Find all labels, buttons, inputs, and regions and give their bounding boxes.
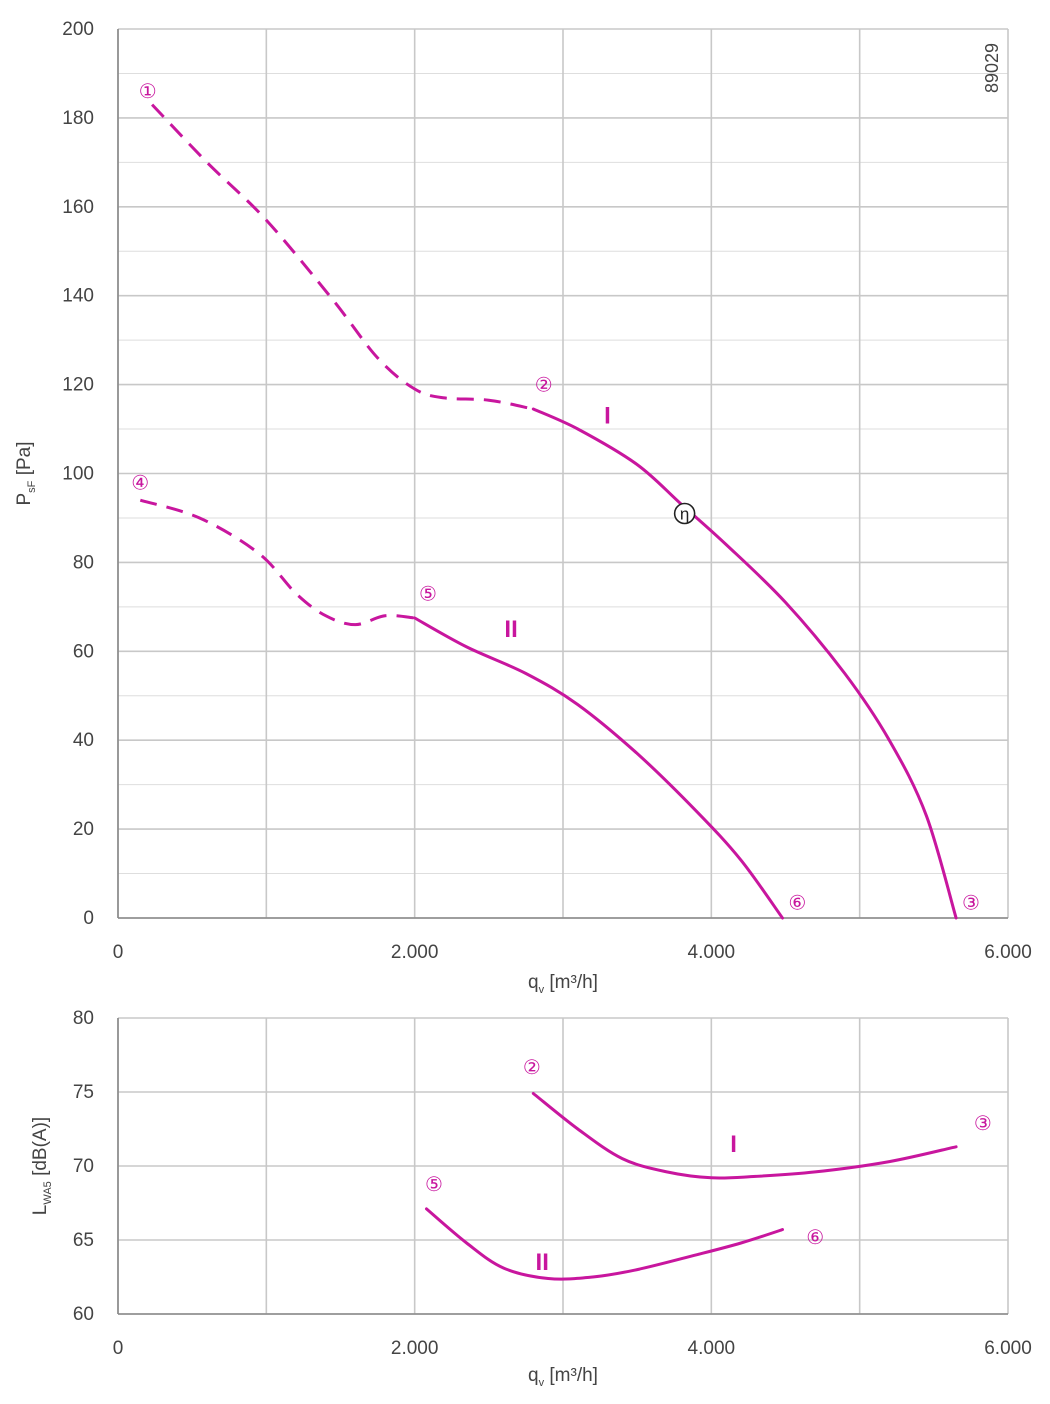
operating-point-marker: ②: [523, 1057, 541, 1079]
series-label: I: [604, 403, 611, 430]
x-tick-label: 0: [113, 942, 124, 963]
series-i-curve: [531, 407, 958, 920]
figure-code: 89029: [982, 43, 1002, 93]
y-tick-label: 120: [62, 375, 94, 396]
operating-point-marker: ⑥: [806, 1227, 824, 1249]
operating-point-marker: ④: [131, 472, 149, 494]
y-tick-label: 75: [73, 1082, 94, 1103]
chart-panel-2: 60 65 70 75 80 0 2.000 4.000 6.000 qv [m³/h] LWA5 …: [30, 1008, 1032, 1389]
y-tick-label: 60: [73, 641, 94, 662]
y-axis-label: PsF [Pa]: [14, 442, 38, 506]
x-tick-label: 6.000: [984, 942, 1032, 963]
y-tick-label: 160: [62, 197, 94, 218]
x-tick-label: 6.000: [984, 1338, 1032, 1359]
eta-marker: η: [680, 505, 689, 524]
series-label: I: [730, 1131, 737, 1158]
eta-marker-circle: [673, 502, 696, 525]
y-tick-label: 140: [62, 286, 94, 307]
series-ii-curve: [413, 616, 784, 920]
x-axis-label: qv [m³/h]: [528, 972, 598, 996]
operating-point-marker: ⑤: [425, 1174, 443, 1196]
series-label: II: [504, 616, 517, 643]
x-tick-label: 4.000: [688, 1338, 736, 1359]
x-tick-label: 2.000: [391, 942, 439, 963]
x-tick-label: 2.000: [391, 1338, 439, 1359]
y-tick-label: 65: [73, 1230, 94, 1251]
y-tick-label: 80: [73, 552, 94, 573]
y-tick-label: 100: [62, 464, 94, 485]
y-tick-label: 40: [73, 730, 94, 751]
series-ii-dashed-curve: [139, 498, 415, 627]
operating-point-marker: ②: [535, 375, 553, 397]
series-i-dashed-curve: [151, 103, 534, 411]
series-label: II: [536, 1249, 549, 1276]
x-axis-label: qv [m³/h]: [528, 1365, 598, 1389]
y-tick-label: 70: [73, 1156, 94, 1177]
operating-point-marker: ③: [962, 892, 980, 914]
x-tick-label: 4.000: [688, 942, 736, 963]
y-tick-label: 180: [62, 108, 94, 129]
operating-point-marker: ①: [139, 81, 157, 103]
operating-point-marker: ③: [974, 1113, 992, 1135]
series-i-curve: [531, 1092, 958, 1180]
series-ii-curve: [425, 1207, 784, 1281]
y-tick-label: 60: [73, 1304, 94, 1325]
y-tick-label: 0: [83, 908, 94, 929]
operating-point-marker: ⑤: [419, 584, 437, 606]
chart-panel-1: 0 20 40 60 80 100 120 140 160 180 200 0 2.000 4.000 6.…: [14, 19, 1032, 996]
y-axis-label: LWA5 [dB(A)]: [30, 1117, 54, 1215]
y-tick-label: 80: [73, 1008, 94, 1029]
operating-point-marker: ⑥: [788, 892, 806, 914]
y-tick-label: 200: [62, 19, 94, 40]
x-tick-label: 0: [113, 1338, 124, 1359]
y-tick-label: 20: [73, 819, 94, 840]
